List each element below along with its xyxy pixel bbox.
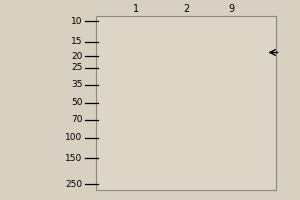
Text: 150: 150 xyxy=(65,154,83,163)
Text: 10: 10 xyxy=(71,17,82,26)
Text: 35: 35 xyxy=(71,80,82,89)
Text: 250: 250 xyxy=(65,180,83,189)
Text: 70: 70 xyxy=(71,115,82,124)
Text: 25: 25 xyxy=(71,63,82,72)
Bar xyxy=(192,49,207,56)
Bar xyxy=(220,49,234,56)
Text: 1: 1 xyxy=(134,4,140,14)
Text: 20: 20 xyxy=(71,52,82,61)
Text: 50: 50 xyxy=(71,98,82,107)
Text: 100: 100 xyxy=(65,133,83,142)
Text: 2: 2 xyxy=(183,4,189,14)
Text: 9: 9 xyxy=(228,4,234,14)
Text: 15: 15 xyxy=(71,37,82,46)
